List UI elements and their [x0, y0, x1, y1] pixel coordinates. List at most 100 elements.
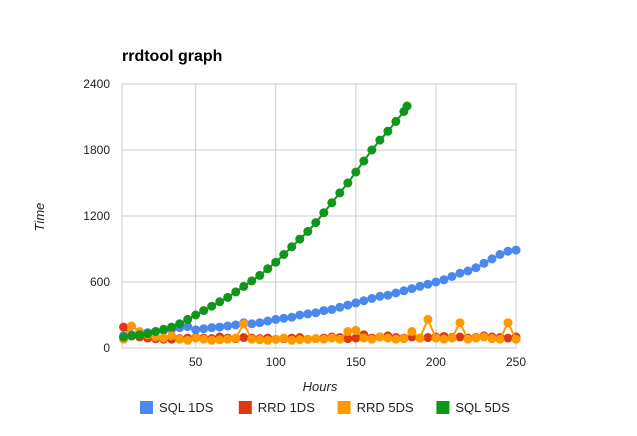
y-tick-label: 0 [103, 341, 110, 355]
series-rrd-5ds [119, 314, 521, 345]
data-point-sql-1ds [199, 324, 209, 334]
data-point-rrd-5ds [383, 333, 393, 343]
legend-item-sql-5ds: SQL 5DS [436, 400, 510, 415]
legend-item-sql-1ds: SQL 1DS [140, 400, 214, 415]
data-point-sql-1ds [495, 250, 505, 259]
data-point-rrd-5ds [511, 334, 521, 344]
legend-label: RRD 5DS [357, 400, 414, 415]
data-point-rrd-5ds [503, 318, 513, 328]
data-point-sql-1ds [351, 298, 361, 308]
data-point-rrd-5ds [407, 327, 417, 336]
data-point-rrd-5ds [207, 335, 217, 345]
data-point-rrd-5ds [231, 333, 241, 343]
data-point-sql-5ds [151, 327, 161, 336]
data-point-rrd-5ds [191, 333, 201, 343]
data-point-rrd-5ds [127, 321, 137, 331]
data-point-rrd-5ds [175, 334, 185, 344]
data-point-sql-5ds [271, 257, 281, 267]
data-point-sql-5ds [351, 167, 361, 177]
data-point-sql-5ds [303, 226, 313, 236]
data-point-sql-1ds [367, 294, 377, 303]
data-point-rrd-5ds [279, 333, 289, 343]
data-point-sql-1ds [431, 277, 441, 287]
data-point-sql-5ds [215, 297, 225, 307]
series-sql-5ds [119, 101, 412, 342]
y-tick-label: 1800 [83, 143, 110, 157]
data-point-rrd-5ds [335, 334, 345, 344]
data-point-rrd-5ds [455, 318, 465, 328]
data-point-rrd-5ds [359, 333, 369, 343]
data-point-rrd-5ds [327, 333, 337, 343]
data-point-rrd-5ds [479, 332, 489, 342]
data-point-rrd-5ds [247, 334, 257, 344]
legend-swatch [238, 401, 252, 414]
data-point-sql-5ds [287, 242, 297, 252]
data-point-sql-5ds [247, 276, 257, 286]
data-point-sql-1ds [479, 258, 489, 268]
data-point-sql-5ds [327, 198, 337, 208]
legend-swatch [337, 401, 351, 414]
data-point-sql-5ds [359, 156, 369, 166]
data-point-sql-5ds [391, 116, 401, 126]
data-point-rrd-5ds [287, 335, 297, 345]
data-point-sql-5ds [263, 264, 273, 274]
data-point-sql-1ds [391, 288, 401, 298]
data-point-sql-1ds [335, 302, 345, 312]
data-point-sql-1ds [271, 314, 281, 324]
chart-title: rrdtool graph [122, 48, 222, 65]
data-point-sql-1ds [319, 306, 329, 316]
data-point-rrd-5ds [391, 334, 401, 344]
data-point-sql-1ds [231, 320, 241, 330]
data-point-sql-1ds [503, 246, 513, 256]
data-point-sql-5ds [279, 250, 289, 259]
y-tick-label: 1200 [83, 209, 110, 223]
data-point-rrd-5ds [255, 335, 265, 345]
data-point-sql-5ds [191, 310, 201, 320]
legend-swatch [140, 401, 153, 414]
data-point-rrd-5ds [447, 333, 457, 343]
x-tick-label: 50 [189, 355, 203, 369]
grid-lines [122, 83, 517, 349]
data-point-rrd-1ds [343, 334, 353, 344]
data-point-sql-1ds [215, 322, 225, 332]
data-point-sql-5ds [207, 301, 217, 311]
data-point-rrd-5ds [263, 335, 273, 345]
data-point-sql-1ds [207, 323, 217, 333]
data-point-rrd-5ds [463, 334, 473, 344]
data-point-sql-5ds [167, 322, 177, 332]
data-point-sql-1ds [247, 319, 257, 329]
tick-labels: 0 600 1200 1800 2400 50 100 150 200 250 [83, 77, 526, 369]
y-axis-label: Time [32, 203, 47, 232]
data-point-sql-1ds [263, 316, 273, 326]
legend: SQL 1DS RRD 1DS RRD 5DS SQL 5DS [140, 400, 510, 415]
data-point-sql-5ds [383, 126, 393, 136]
legend-item-rrd-5ds: RRD 5DS [337, 400, 414, 415]
data-point-rrd-5ds [167, 331, 177, 341]
data-point-sql-1ds [359, 296, 369, 306]
data-point-sql-5ds [311, 218, 321, 228]
data-point-rrd-1ds [503, 333, 513, 343]
data-point-sql-1ds [463, 266, 473, 276]
data-point-rrd-1ds [351, 333, 361, 343]
legend-item-rrd-1ds: RRD 1DS [238, 400, 315, 415]
data-point-sql-5ds [175, 319, 185, 329]
data-point-rrd-5ds [439, 334, 449, 344]
data-point-rrd-1ds [423, 333, 433, 343]
data-point-rrd-5ds [471, 333, 481, 343]
data-point-sql-1ds [455, 268, 465, 278]
data-point-rrd-5ds [431, 333, 441, 343]
data-point-sql-1ds [343, 300, 353, 310]
data-point-rrd-5ds [215, 335, 225, 345]
data-point-rrd-5ds [271, 334, 281, 344]
y-tick-label: 2400 [83, 77, 110, 91]
data-point-rrd-5ds [239, 319, 249, 329]
data-point-sql-1ds [327, 305, 337, 314]
data-point-sql-1ds [303, 309, 313, 319]
data-point-sql-5ds [319, 208, 329, 218]
x-axis-label: Hours [303, 379, 338, 394]
data-point-sql-5ds [183, 314, 193, 324]
data-point-sql-5ds [135, 330, 145, 340]
data-point-sql-5ds [295, 234, 305, 244]
legend-label: SQL 1DS [159, 400, 214, 415]
